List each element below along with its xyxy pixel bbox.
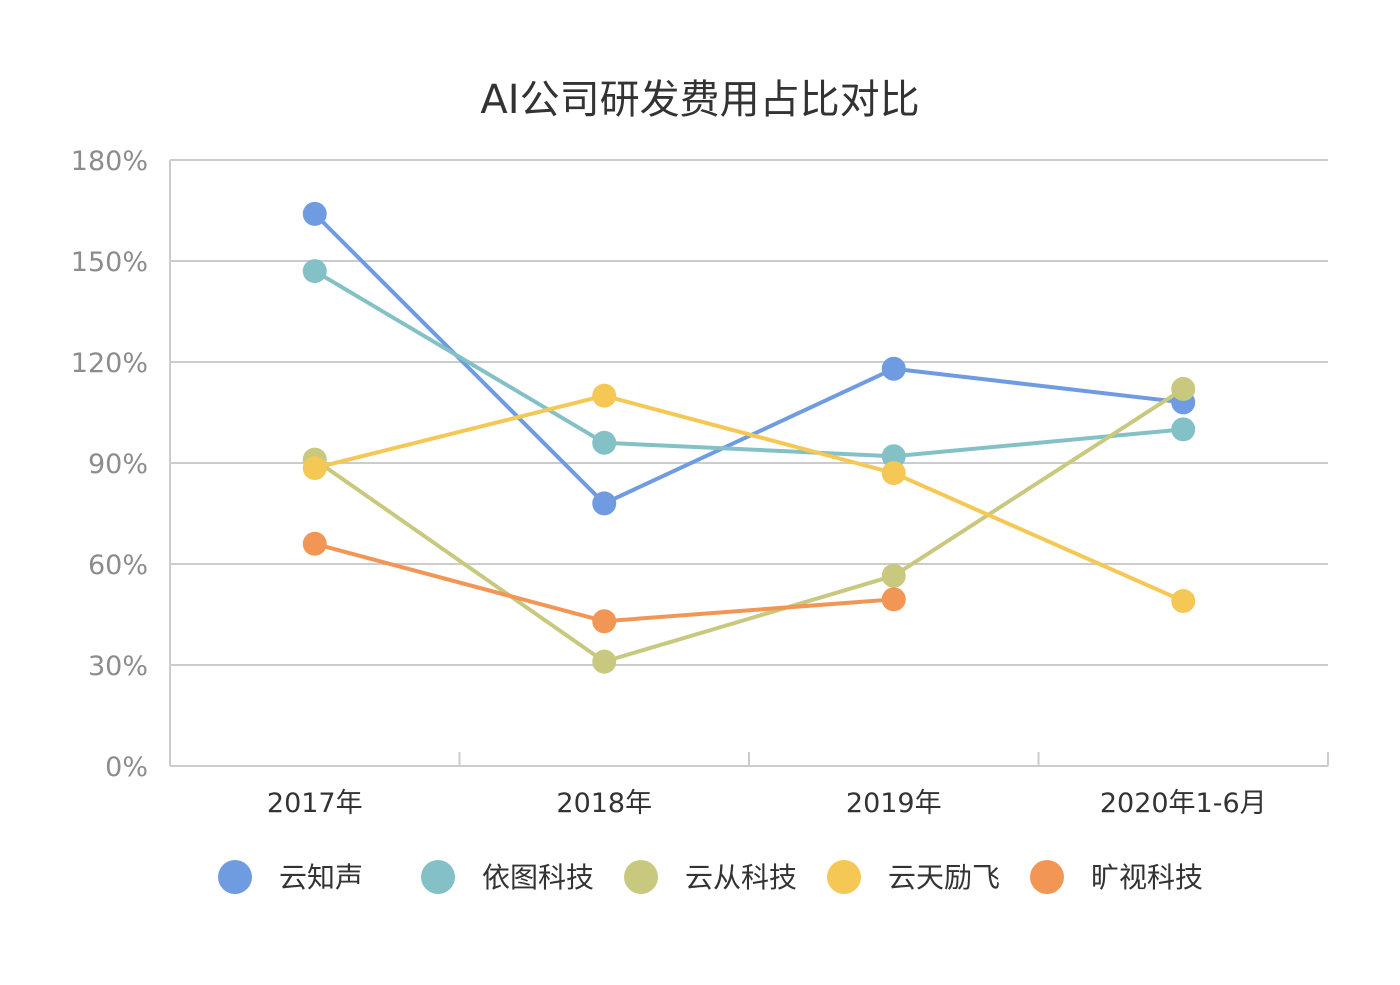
data-point[interactable] [592, 491, 617, 516]
legend-label: 云天励飞 [888, 861, 1000, 894]
chart-title: AI公司研发费用占比对比 [480, 77, 919, 123]
data-point[interactable] [592, 649, 617, 674]
data-point[interactable] [1171, 589, 1196, 614]
data-point[interactable] [302, 259, 327, 284]
data-point[interactable] [881, 461, 906, 486]
data-point[interactable] [302, 531, 327, 556]
data-point[interactable] [1171, 417, 1196, 442]
series-line [313, 387, 1185, 664]
legend-item[interactable]: 云知声 [218, 860, 363, 894]
x-tick-label: 2019年 [846, 788, 942, 819]
data-point[interactable] [592, 609, 617, 634]
data-point[interactable] [881, 587, 906, 612]
legend-swatch [1030, 860, 1064, 894]
y-tick-label: 60% [88, 550, 148, 581]
legend-swatch [624, 860, 658, 894]
data-point[interactable] [302, 456, 327, 481]
y-axis-ticks: 0% 30% 60% 90% 120% 150% 180% [71, 146, 148, 783]
y-tick-label: 150% [71, 247, 148, 278]
x-tick-label: 2017年 [267, 788, 363, 819]
legend-item[interactable]: 旷视科技 [1030, 860, 1203, 894]
legend-swatch [218, 860, 252, 894]
legend-swatch [827, 860, 861, 894]
series-3 [302, 383, 1196, 614]
series-group [302, 201, 1196, 674]
data-point[interactable] [881, 356, 906, 381]
legend-swatch [421, 860, 455, 894]
series-line [313, 212, 1184, 506]
y-tick-label: 180% [71, 146, 148, 177]
legend-label: 云知声 [279, 861, 363, 894]
legend-item[interactable]: 云从科技 [624, 860, 797, 894]
legend-label: 云从科技 [685, 861, 797, 894]
x-tick-label: 2018年 [556, 788, 652, 819]
y-tick-label: 0% [105, 752, 148, 783]
y-tick-label: 90% [88, 449, 148, 480]
series-1 [302, 259, 1196, 469]
data-point[interactable] [881, 444, 906, 469]
data-point[interactable] [592, 383, 617, 408]
x-tick-label: 2020年1-6月 [1100, 788, 1267, 819]
data-point[interactable] [881, 563, 906, 588]
series-2 [302, 376, 1196, 674]
y-tick-label: 30% [88, 651, 148, 682]
legend-label: 依图科技 [482, 861, 594, 894]
y-tick-label: 120% [71, 348, 148, 379]
legend-item[interactable]: 云天励飞 [827, 860, 1000, 894]
legend-item[interactable]: 依图科技 [421, 860, 594, 894]
legend: 云知声 依图科技 云从科技 云天励飞 旷视科技 [218, 860, 1203, 894]
legend-label: 旷视科技 [1091, 861, 1203, 894]
x-axis-ticks: 2017年 2018年 2019年 2020年1-6月 [267, 788, 1267, 819]
series-line [314, 393, 1185, 603]
data-point[interactable] [302, 201, 327, 226]
data-point[interactable] [592, 430, 617, 455]
axes [169, 160, 1329, 767]
series-line [313, 269, 1184, 459]
data-point[interactable] [1171, 376, 1196, 401]
series-4 [302, 531, 906, 634]
